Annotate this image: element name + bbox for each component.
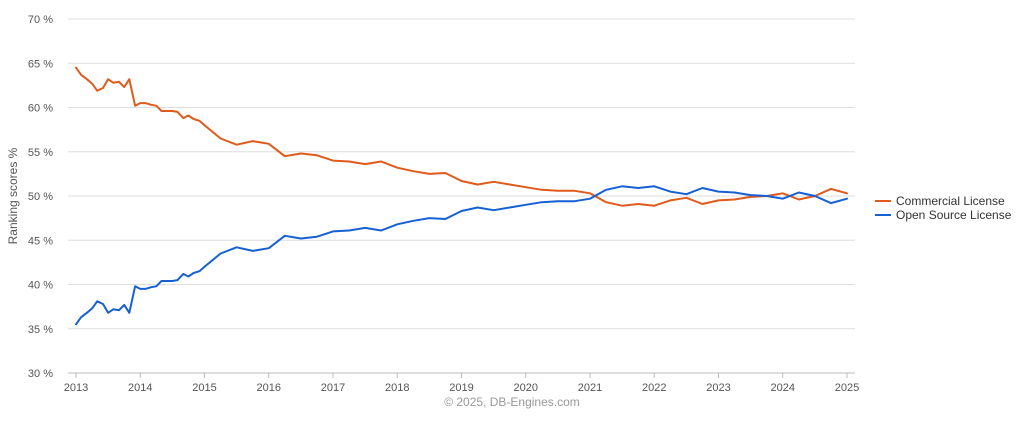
x-tick-label: 2024 <box>771 382 795 394</box>
x-tick-label: 2022 <box>642 382 666 394</box>
series-lines <box>75 66 848 326</box>
x-tick-label: 2020 <box>514 382 538 394</box>
y-tick-label: 65 % <box>28 58 53 70</box>
grid-lines <box>68 18 855 374</box>
x-tick-label: 2016 <box>257 382 281 394</box>
x-tick-label: 2021 <box>578 382 602 394</box>
y-tick-label: 60 % <box>28 103 53 115</box>
x-tick-label: 2023 <box>706 382 730 394</box>
x-tick-label: 2017 <box>321 382 345 394</box>
x-axis-ticks: 2013 2014 2015 2016 2017 2018 2019 2020 2021 2022… <box>64 373 859 394</box>
y-axis-ticks: 30 % 35 % 40 % 45 % 50 % 55 % 60 % 65 % 70 % <box>28 14 53 380</box>
y-tick-label: 45 % <box>28 235 53 247</box>
y-tick-label: 35 % <box>28 324 53 336</box>
x-tick-label: 2018 <box>385 382 409 394</box>
series-line-open-source-license <box>75 185 848 326</box>
x-tick-label: 2015 <box>192 382 216 394</box>
legend-item-commercial-license[interactable]: Commercial License <box>875 194 1005 208</box>
x-tick-label: 2019 <box>449 382 473 394</box>
y-tick-label: 50 % <box>28 191 53 203</box>
series-line-commercial-license <box>75 66 848 207</box>
legend-label: Commercial License <box>896 194 1005 208</box>
x-tick-label: 2025 <box>835 382 859 394</box>
legend-item-open-source-license[interactable]: Open Source License <box>875 208 1012 222</box>
x-tick-label: 2013 <box>64 382 88 394</box>
legend-label: Open Source License <box>896 208 1012 222</box>
y-tick-label: 70 % <box>28 14 53 26</box>
y-tick-label: 40 % <box>28 280 53 292</box>
x-tick-label: 2014 <box>128 382 152 394</box>
y-tick-label: 30 % <box>28 368 53 380</box>
y-axis-label: Ranking scores % <box>6 147 20 244</box>
y-tick-label: 55 % <box>28 147 53 159</box>
credit-text: © 2025, DB-Engines.com <box>444 395 580 409</box>
